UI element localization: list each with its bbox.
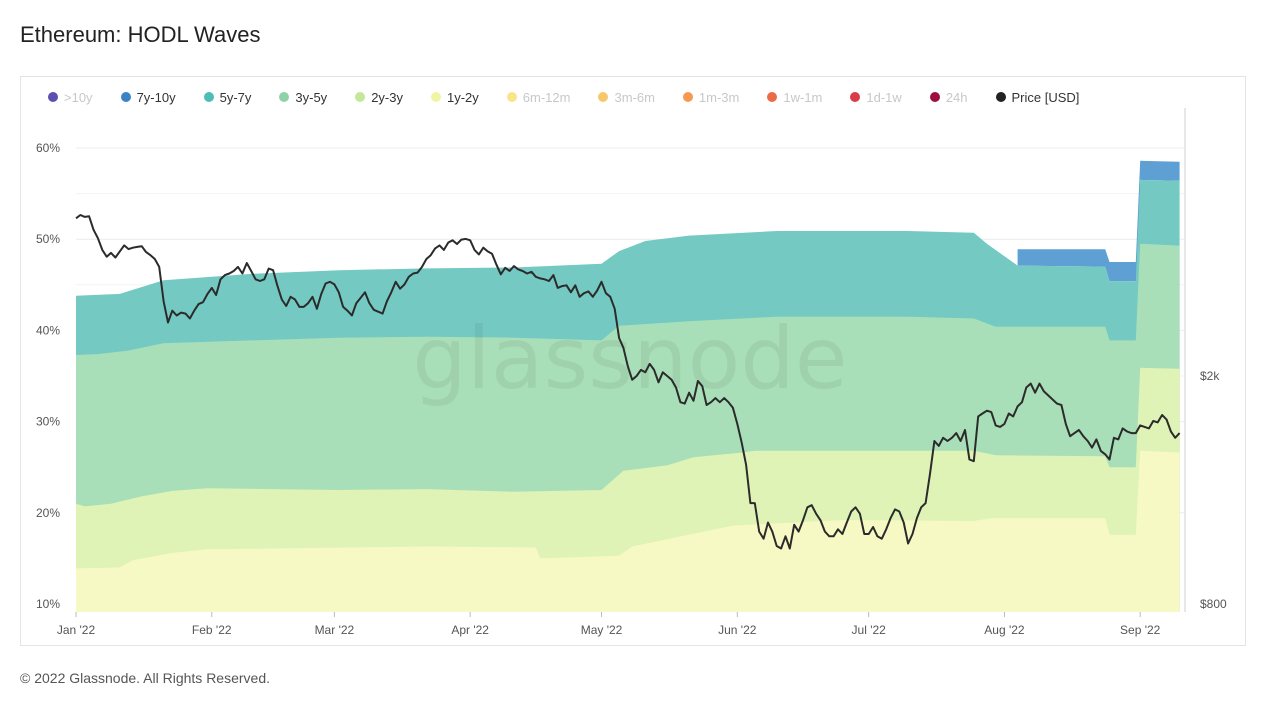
legend-label: >10y [64,89,93,105]
x-tick-label: Jul '22 [852,623,887,637]
legend-label: 24h [945,89,968,105]
legend-item-3y-5y[interactable]: 3y-5y [279,90,327,105]
legend-label: 3m-6m [614,89,655,105]
x-tick-label: Feb '22 [192,623,232,637]
x-tick-label: Mar '22 [315,623,355,637]
legend-label: 1y-2y [446,89,479,105]
legend-item-24h[interactable]: 24h [929,89,968,105]
price-line [75,214,1181,550]
legend-item-1y-2y[interactable]: 1y-2y [430,89,479,105]
legend-dot-icon [598,92,609,102]
legend-label: 1w-1m [783,89,823,105]
legend-item-1w-1m[interactable]: 1w-1m [767,90,822,105]
legend-label: Price [USD] [1011,89,1080,105]
legend-item-5y-7y[interactable]: 5y-7y [203,89,252,105]
legend-item-7y-10y[interactable]: 7y-10y [120,89,176,105]
legend-item-2y-3y[interactable]: 2y-3y [355,90,403,105]
legend-label: 6m-12m [522,89,571,105]
legend-dot-icon [995,92,1006,102]
x-tick-label: Jan '22 [57,623,96,637]
legend-item-1m-3m[interactable]: 1m-3m [682,89,740,105]
legend-dot-icon [682,92,693,102]
y-left-tick-label: 10% [36,597,60,611]
x-tick-label: Apr '22 [451,623,489,637]
legend-label: 2y-3y [371,89,403,105]
x-tick-label: Jun '22 [718,623,757,637]
legend-label: 5y-7y [219,89,252,105]
x-tick-label: May '22 [581,623,623,637]
legend-dot-icon [929,92,940,102]
legend-dot-icon [850,92,861,102]
legend-dot-icon [120,92,131,102]
y-left-tick-label: 60% [36,141,60,155]
legend-item-6m-12m[interactable]: 6m-12m [506,89,571,105]
legend-dot-icon [279,92,290,102]
page-title: Ethereum: HODL Waves [20,22,261,47]
y-left-tick-label: 50% [36,232,60,246]
y-left-tick-label: 40% [36,323,60,337]
legend-label: 1m-3m [698,89,740,105]
legend-dot-icon [48,92,58,102]
legend-label: 3y-5y [295,89,328,105]
x-tick-label: Aug '22 [984,623,1025,637]
legend-item-10y[interactable]: >10y [48,90,93,105]
y-right-tick-label: $2k [1200,369,1220,383]
legend-dot-icon [767,92,778,102]
legend-dot-icon [430,92,441,102]
legend-label: 1d-1w [866,89,902,105]
y-left-tick-label: 20% [36,506,60,520]
chart-legend: >10y 7y-10y 5y-7y 3y-5y 2y-3y 1y-2y 6m-12m 3m-6… [48,88,1107,106]
legend-dot-icon [355,92,366,102]
legend-dot-icon [506,92,517,102]
y-right-tick-label: $800 [1200,597,1227,611]
watermark-text: glassnode [412,309,847,409]
legend-item-1d-1w[interactable]: 1d-1w [850,89,902,105]
legend-item-3m-6m[interactable]: 3m-6m [598,89,655,105]
legend-label: 7y-10y [136,89,176,105]
y-left-tick-label: 30% [36,415,60,429]
legend-item-price-usd[interactable]: Price [USD] [995,89,1080,105]
area-1y-2y [76,450,1180,612]
legend-dot-icon [203,92,214,102]
x-tick-label: Sep '22 [1120,623,1161,637]
copyright-footer: © 2022 Glassnode. All Rights Reserved. [20,670,271,686]
